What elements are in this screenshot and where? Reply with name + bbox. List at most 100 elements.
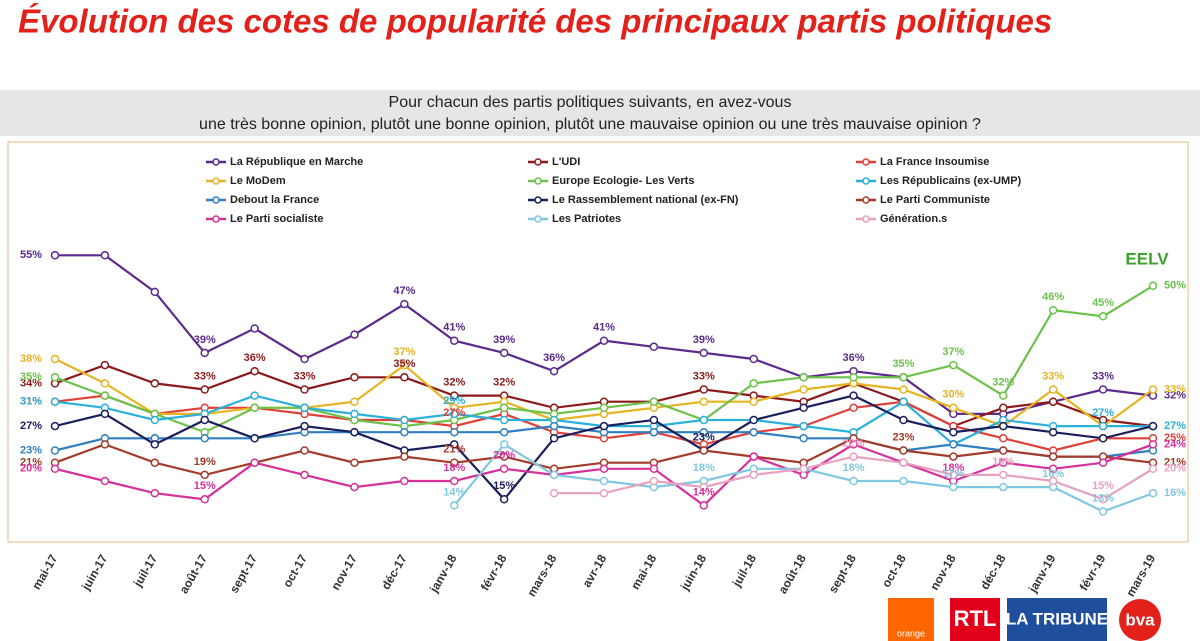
- point: [300, 470, 309, 480]
- data-label: 29%: [443, 395, 465, 407]
- point: [200, 434, 209, 443]
- data-label: 33%: [1042, 370, 1064, 382]
- point: [350, 397, 359, 406]
- point: [1048, 452, 1058, 461]
- data-label: 21%: [443, 444, 465, 456]
- point: [699, 348, 709, 358]
- legend-label: Le Parti socialiste: [230, 213, 324, 225]
- data-label: 15%: [493, 480, 515, 492]
- point: [350, 373, 359, 382]
- legend-marker: [534, 215, 542, 223]
- plot: mai-17 juin-17 juil-17 août-17 sept-17 oct-17…: [20, 156, 1186, 599]
- data-label: 23%: [693, 431, 715, 443]
- legend-marker: [534, 177, 542, 185]
- point: [450, 501, 459, 510]
- data-label: 27%: [1164, 420, 1186, 432]
- point: [1148, 440, 1158, 449]
- data-label: 19%: [194, 456, 216, 468]
- legend-label: La France Insoumise: [880, 156, 989, 168]
- point: [200, 385, 209, 394]
- point: [450, 391, 459, 400]
- point: [450, 336, 459, 345]
- data-label: 55%: [20, 249, 42, 261]
- x-tick-label: avr-18: [580, 552, 610, 590]
- data-label: 20%: [20, 463, 42, 475]
- x-tick-label: sept-17: [227, 552, 260, 596]
- point: [1148, 281, 1158, 291]
- point: [849, 403, 858, 413]
- chart-frame: [7, 141, 1189, 543]
- point: [100, 391, 110, 400]
- x-tick-label: juin-18: [677, 552, 709, 594]
- point: [999, 434, 1008, 443]
- data-label: 21%: [20, 457, 42, 469]
- legend-label: La République en Marche: [230, 156, 363, 168]
- logo: LA TRIBUNE: [1006, 609, 1108, 628]
- point: [899, 397, 908, 406]
- point: [250, 366, 259, 376]
- point: [499, 495, 509, 504]
- point: [749, 452, 758, 461]
- data-label: 39%: [693, 334, 715, 346]
- data-label: 16%: [1042, 468, 1064, 480]
- point: [899, 476, 908, 486]
- data-label: 33%: [194, 370, 216, 382]
- subtitle-band: [0, 90, 1200, 136]
- point: [699, 397, 709, 406]
- data-label: 38%: [20, 353, 42, 365]
- point: [899, 385, 908, 394]
- point: [799, 464, 808, 474]
- annotation: EELV: [1125, 249, 1169, 268]
- point: [200, 415, 209, 425]
- point: [250, 403, 259, 413]
- x-tick-label: sept-18: [826, 552, 859, 596]
- point: [649, 464, 659, 474]
- legend-label: Debout la France: [230, 194, 319, 206]
- point: [799, 385, 808, 394]
- data-label: 46%: [1042, 291, 1064, 303]
- data-label: 19%: [992, 456, 1014, 468]
- point: [749, 397, 758, 406]
- point: [1148, 385, 1158, 394]
- point: [999, 458, 1008, 467]
- legend-marker: [862, 158, 870, 166]
- point: [1148, 464, 1158, 474]
- point: [649, 476, 659, 486]
- data-label: 15%: [194, 480, 216, 492]
- data-label: 33%: [294, 370, 316, 382]
- point: [150, 379, 160, 388]
- point: [100, 476, 110, 486]
- point: [749, 427, 758, 437]
- point: [1098, 495, 1108, 504]
- point: [200, 495, 209, 504]
- data-label: 30%: [942, 389, 964, 401]
- data-label: 25%: [1164, 432, 1186, 444]
- point: [999, 403, 1008, 413]
- data-label: 21%: [1164, 457, 1186, 469]
- x-tick-label: janv-18: [426, 552, 459, 596]
- legend-marker: [862, 215, 870, 223]
- point: [999, 391, 1008, 400]
- data-label: 41%: [593, 322, 615, 334]
- point: [549, 488, 559, 498]
- point: [100, 251, 110, 260]
- x-tick-label: oct-18: [879, 552, 909, 590]
- x-tick-label: févr-18: [478, 552, 510, 593]
- point: [949, 403, 958, 413]
- x-tick-label: mars-19: [1123, 552, 1158, 599]
- legend-marker: [862, 177, 870, 185]
- legend-marker: [212, 215, 220, 223]
- data-label: 17%: [942, 468, 964, 480]
- data-label: 36%: [843, 352, 865, 364]
- point: [849, 452, 858, 461]
- point: [300, 354, 309, 364]
- legend-marker: [212, 158, 220, 166]
- data-label: 47%: [393, 285, 415, 297]
- point: [250, 324, 259, 333]
- point: [150, 488, 160, 498]
- legend-marker: [534, 158, 542, 166]
- x-tick-label: mai-17: [29, 552, 60, 592]
- legend-marker: [862, 196, 870, 204]
- point: [649, 397, 659, 406]
